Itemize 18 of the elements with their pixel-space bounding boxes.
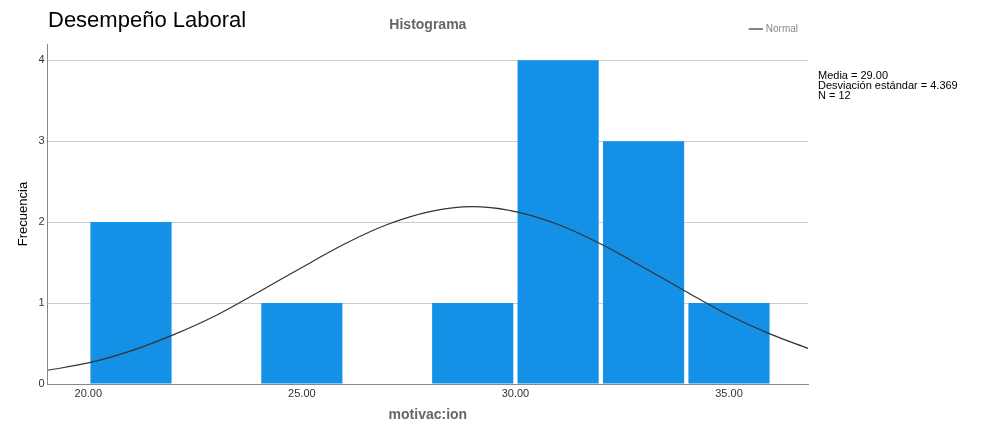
y-tick-label: 4 [38, 53, 45, 66]
y-axis-title: Frecuencia [15, 181, 31, 247]
x-tick-label: 20.00 [74, 386, 103, 399]
x-tick-label: 35.00 [715, 386, 743, 399]
y-tick-label: 0 [38, 377, 45, 390]
chart-title: Desempeño Laboral [48, 7, 247, 33]
x-tick-label: 25.00 [288, 386, 316, 399]
text: Media = 29.00 [818, 68, 889, 81]
chart-subtitle: Histograma [389, 15, 467, 32]
line-series [47, 206, 808, 371]
x-axis-title: motivac:ion [388, 406, 468, 423]
y-tick-label: 3 [38, 134, 45, 147]
text: Desviación estándar = 4.369 [818, 78, 958, 91]
y-tick-label: 1 [38, 296, 45, 309]
x-tick-label: 30.00 [501, 386, 530, 399]
legend-label: Normal [765, 22, 799, 34]
y-tick-label: 2 [38, 215, 45, 228]
text: N = 12 [818, 88, 851, 101]
